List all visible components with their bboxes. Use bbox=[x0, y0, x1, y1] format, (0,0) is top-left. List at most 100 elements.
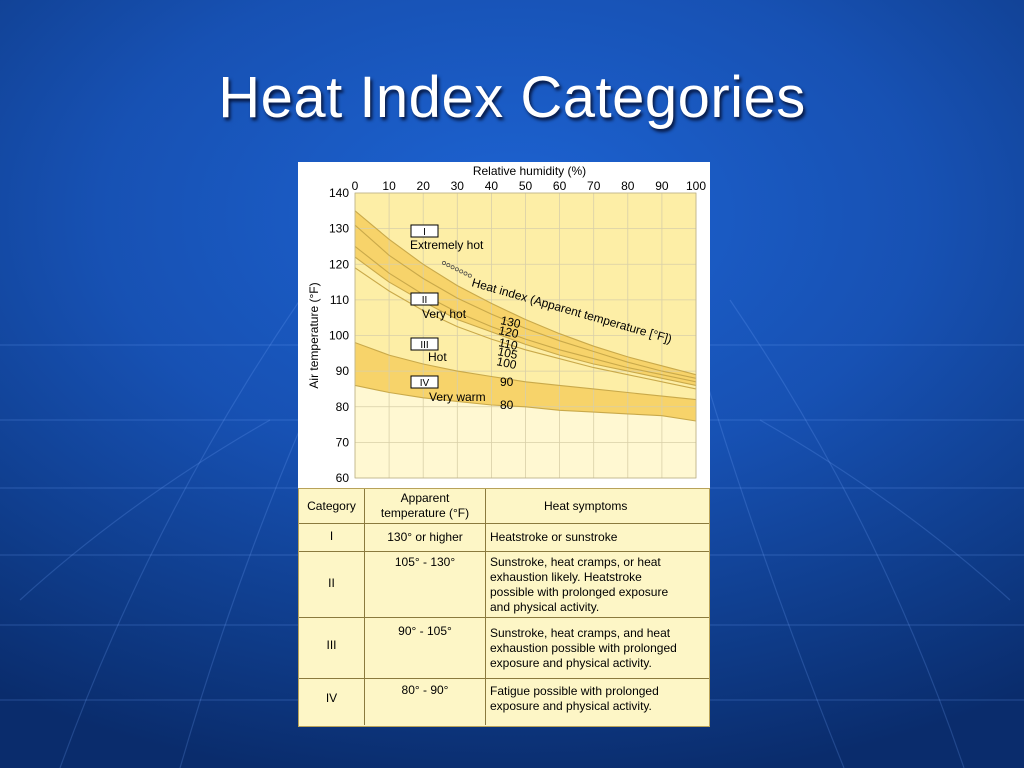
series-line-120 bbox=[355, 224, 696, 379]
row-category: I bbox=[299, 524, 365, 552]
grid-arc bbox=[19, 419, 271, 601]
x-tick-label: 20 bbox=[417, 179, 431, 193]
x-tick-label: 70 bbox=[587, 179, 601, 193]
y-tick-label: 70 bbox=[336, 435, 350, 449]
y-axis-label: Air temperature (°F) bbox=[307, 282, 321, 388]
series-line-90 bbox=[355, 342, 696, 401]
category-box bbox=[410, 224, 439, 238]
y-tick-label: 110 bbox=[330, 293, 349, 307]
series-value-label-90: 90 bbox=[500, 375, 514, 389]
header-apparent-line2: temperature (°F) bbox=[380, 506, 470, 520]
grid-arc bbox=[759, 419, 1011, 601]
row-symptoms: Heatstroke or sunstroke bbox=[486, 524, 710, 552]
row-temperature-range: 105° - 130° bbox=[365, 552, 486, 618]
grid-arc bbox=[699, 359, 845, 768]
category-roman: IV bbox=[420, 378, 430, 389]
leader-dot bbox=[450, 265, 455, 270]
header-apparent-line1: Apparent bbox=[400, 491, 450, 505]
symptom-line: Sunstroke, heat cramps, and heat bbox=[490, 626, 671, 640]
y-tick-label: 90 bbox=[336, 364, 350, 378]
table-row: IV 80° - 90° Fatigue possible with prolo… bbox=[299, 678, 709, 725]
header-category: Category bbox=[299, 489, 365, 523]
series-value-label-80: 80 bbox=[500, 398, 514, 412]
table-header-row: Category Apparent temperature (°F) Heat … bbox=[299, 489, 709, 523]
row-symptoms: Sunstroke, heat cramps, and heat exhaust… bbox=[486, 618, 710, 679]
grid-arc bbox=[59, 299, 301, 768]
row-temperature-range: 90° - 105° bbox=[365, 618, 486, 679]
category-text: Extremely hot bbox=[410, 238, 484, 252]
row-category: III bbox=[299, 618, 365, 679]
row-symptoms: Sunstroke, heat cramps, or heat exhausti… bbox=[486, 552, 710, 618]
x-tick-label: 90 bbox=[655, 179, 669, 193]
y-tick-label: 140 bbox=[329, 186, 349, 200]
category-text: Hot bbox=[428, 350, 447, 364]
leader-dot bbox=[467, 273, 472, 278]
leader-dot bbox=[454, 267, 459, 272]
leader-dot bbox=[459, 269, 464, 274]
category-box bbox=[410, 292, 439, 306]
symptom-line: exhaustion likely. Heatstroke bbox=[490, 570, 642, 584]
row-category: IV bbox=[299, 679, 365, 725]
symptom-line: Heatstroke or sunstroke bbox=[490, 530, 618, 544]
table-row: I 130° or higher Heatstroke or sunstroke bbox=[299, 523, 709, 552]
row-category: II bbox=[299, 552, 365, 618]
series-value-label-110: 110 bbox=[497, 335, 519, 353]
table-row: III 90° - 105° Sunstroke, heat cramps, a… bbox=[299, 617, 709, 679]
grid-arc bbox=[729, 299, 965, 768]
x-tick-label: 30 bbox=[451, 179, 465, 193]
header-apparent-temperature: Apparent temperature (°F) bbox=[365, 489, 486, 523]
y-tick-label: 80 bbox=[336, 400, 350, 414]
heat-index-figure: Relative humidity (%) 0 10 20 30 40 50 60 70 80 90… bbox=[298, 162, 710, 727]
symptom-line: exhaustion possible with prolonged bbox=[490, 641, 677, 655]
symptom-line: possible with prolonged exposure bbox=[490, 585, 669, 599]
series-value-label-130: 130 bbox=[499, 313, 522, 331]
symptom-line: Fatigue possible with prolonged bbox=[490, 684, 659, 698]
x-tick-label: 10 bbox=[382, 179, 396, 193]
heat-symptom-table: Category Apparent temperature (°F) Heat … bbox=[298, 488, 710, 727]
heat-index-chart: Relative humidity (%) 0 10 20 30 40 50 60 70 80 90… bbox=[307, 164, 706, 485]
series-line-80 bbox=[355, 384, 696, 422]
y-tick-label: 100 bbox=[329, 329, 349, 343]
table-row: II 105° - 130° Sunstroke, heat cramps, o… bbox=[299, 551, 709, 618]
series-value-label-120: 120 bbox=[497, 323, 520, 341]
y-tick-label: 120 bbox=[329, 257, 349, 271]
slide-title: Heat Index Categories bbox=[218, 65, 806, 130]
x-tick-label: 50 bbox=[519, 179, 533, 193]
symptom-line: exposure and physical activity. bbox=[490, 699, 652, 713]
leader-dot bbox=[463, 271, 468, 276]
series-line-130 bbox=[355, 210, 696, 376]
x-tick-label: 80 bbox=[621, 179, 635, 193]
category-text: Very hot bbox=[422, 307, 467, 321]
plot-frame bbox=[354, 192, 697, 479]
x-axis-label: Relative humidity (%) bbox=[473, 164, 586, 178]
row-symptoms: Fatigue possible with prolonged exposure… bbox=[486, 679, 710, 725]
header-heat-symptoms: Heat symptoms bbox=[544, 499, 628, 513]
y-tick-label: 60 bbox=[336, 471, 350, 485]
leader-dot bbox=[442, 261, 446, 265]
symptom-line: Sunstroke, heat cramps, or heat bbox=[490, 555, 661, 569]
y-tick-label: 130 bbox=[329, 222, 349, 236]
symptom-line: and physical activity. bbox=[490, 600, 600, 614]
category-roman: I bbox=[423, 227, 426, 238]
row-temperature-range: 130° or higher bbox=[365, 524, 486, 552]
series-value-label-100: 100 bbox=[495, 354, 518, 372]
symptom-line: exposure and physical activity. bbox=[490, 656, 652, 670]
category-box bbox=[410, 337, 439, 351]
category-roman: II bbox=[422, 295, 428, 306]
leader-dot bbox=[446, 263, 451, 268]
band-hot bbox=[355, 257, 696, 400]
x-tick-label: 60 bbox=[553, 179, 567, 193]
category-text: Very warm bbox=[429, 390, 486, 404]
x-tick-label: 40 bbox=[485, 179, 499, 193]
row-temperature-range: 80° - 90° bbox=[365, 679, 486, 725]
series-value-label-105: 105 bbox=[496, 344, 519, 362]
x-tick-label: 0 bbox=[352, 179, 359, 193]
series-line-110 bbox=[355, 245, 696, 383]
category-box bbox=[410, 375, 439, 389]
x-tick-label: 100 bbox=[686, 179, 706, 193]
annotation-leader bbox=[442, 261, 472, 278]
